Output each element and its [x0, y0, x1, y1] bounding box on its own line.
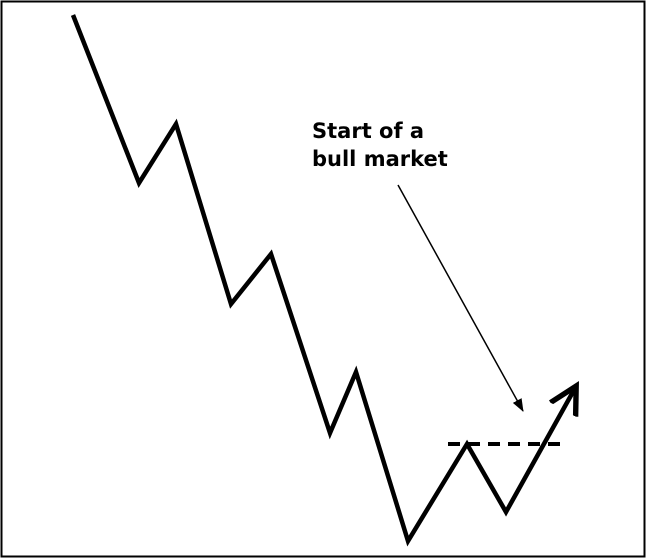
annotation-line: Start of a — [312, 119, 424, 143]
annotation-line: bull market — [312, 147, 448, 171]
annotation-arrow — [397, 184, 524, 412]
price-path — [70, 14, 574, 547]
